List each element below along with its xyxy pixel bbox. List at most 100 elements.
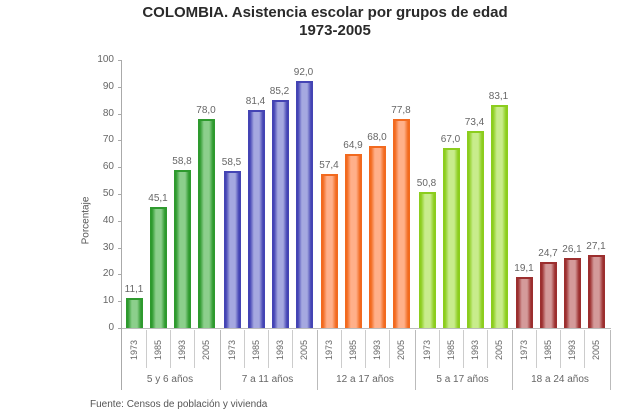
data-label: 68,0: [367, 131, 387, 143]
data-label: 19,1: [514, 262, 534, 274]
data-label: 67,0: [440, 134, 461, 146]
data-label: 57,4: [319, 160, 339, 172]
group-separator: [512, 330, 513, 390]
group-separator: [317, 330, 318, 390]
x-tick-label: 1993: [177, 339, 187, 361]
x-tick-label: 2005: [591, 339, 601, 361]
bar: [198, 118, 215, 328]
tick-separator: [536, 330, 537, 368]
x-tick-label: 1993: [567, 339, 577, 361]
tick-separator: [267, 330, 269, 368]
y-tick-label: 40: [102, 214, 114, 226]
y-tick-label: 80: [102, 107, 114, 119]
data-label: 92,0: [293, 67, 314, 79]
y-tick-label: 70: [102, 134, 114, 146]
bar: [466, 131, 484, 328]
group-label: 7 a 11 años: [241, 374, 294, 385]
y-tick-label: 50: [102, 188, 114, 199]
y-tick-label: 90: [102, 80, 114, 92]
bar: [247, 109, 265, 328]
data-label: 78,0: [196, 104, 216, 116]
tick-separator: [146, 330, 147, 368]
bar: [418, 191, 436, 328]
y-tick-mark: [118, 274, 122, 276]
data-label: 81,4: [245, 95, 266, 107]
x-tick-label: 2005: [298, 339, 309, 361]
y-tick-mark: [118, 167, 122, 169]
group-label: 18 a 24 años: [531, 374, 589, 385]
tick-separator: [389, 330, 390, 368]
tick-separator: [341, 330, 342, 368]
y-tick-mark: [118, 113, 122, 115]
data-label: 24,7: [538, 247, 558, 259]
y-tick-mark: [118, 86, 122, 88]
y-tick-mark: [118, 301, 122, 303]
data-label: 27,1: [586, 241, 606, 253]
group-label: 5 y 6 años: [146, 374, 194, 385]
y-axis: [121, 60, 122, 390]
y-tick-mark: [118, 194, 122, 195]
group-label: 12 a 17 años: [336, 374, 394, 385]
group-separator: [219, 330, 221, 390]
data-label: 11,1: [124, 284, 144, 296]
bar: [588, 255, 605, 328]
y-tick-mark: [118, 328, 122, 329]
data-label: 83,1: [488, 91, 509, 103]
bar: [490, 105, 508, 328]
y-tick-mark: [118, 220, 122, 222]
bar: [345, 154, 362, 328]
x-tick-label: 1973: [421, 339, 432, 361]
data-label: 73,4: [464, 117, 485, 129]
tick-separator: [584, 330, 585, 368]
data-label: 77,8: [391, 105, 411, 117]
y-tick-mark: [118, 60, 122, 61]
x-tick-label: 1993: [469, 339, 480, 361]
y-tick-mark: [118, 247, 122, 249]
bar: [442, 148, 460, 328]
group-separator: [609, 330, 611, 390]
x-tick-label: 1973: [519, 339, 529, 361]
y-tick-label: 100: [97, 54, 114, 65]
bar: [174, 170, 191, 328]
data-label: 85,2: [269, 85, 290, 97]
x-tick-label: 1985: [250, 339, 261, 361]
bar: [321, 174, 338, 328]
group-separator: [414, 330, 416, 390]
x-tick-label: 1993: [274, 339, 285, 361]
x-tick-label: 1985: [153, 339, 163, 361]
tick-separator: [170, 330, 171, 368]
data-label: 58,5: [221, 157, 242, 169]
x-tick-label: 1985: [348, 339, 358, 361]
tick-separator: [486, 330, 488, 368]
source-note: Fuente: Censos de población y vivienda: [90, 399, 268, 410]
x-axis: [121, 328, 611, 329]
bar: [369, 145, 386, 328]
x-tick-label: 2005: [396, 339, 406, 361]
y-tick-label: 10: [102, 295, 114, 307]
tick-separator: [291, 330, 293, 368]
data-label: 45,1: [148, 193, 168, 205]
x-tick-label: 1973: [129, 339, 139, 361]
x-tick-label: 1973: [226, 339, 237, 361]
group-label: 5 a 17 años: [436, 374, 489, 385]
data-label: 64,9: [343, 140, 363, 152]
data-label: 50,8: [416, 177, 437, 189]
tick-separator: [365, 330, 366, 368]
bar: [516, 276, 533, 328]
bar: [393, 119, 410, 328]
chart-title: COLOMBIA. Asistencia escolar por grupos …: [0, 4, 640, 40]
x-tick-label: 1985: [543, 339, 553, 361]
tick-separator: [194, 330, 195, 368]
tick-separator: [243, 330, 245, 368]
bar: [150, 207, 167, 328]
x-tick-label: 1985: [445, 339, 456, 361]
bar: [126, 298, 143, 328]
tick-separator: [462, 330, 464, 368]
chart-title-line1: COLOMBIA. Asistencia escolar por grupos …: [142, 4, 508, 21]
x-tick-label: 2005: [493, 339, 504, 361]
x-tick-label: 1993: [372, 339, 382, 361]
chart-title-line2: 1973-2005: [299, 22, 371, 39]
bar: [540, 261, 557, 328]
data-label: 58,8: [172, 156, 192, 168]
x-tick-label: 1973: [324, 339, 334, 361]
